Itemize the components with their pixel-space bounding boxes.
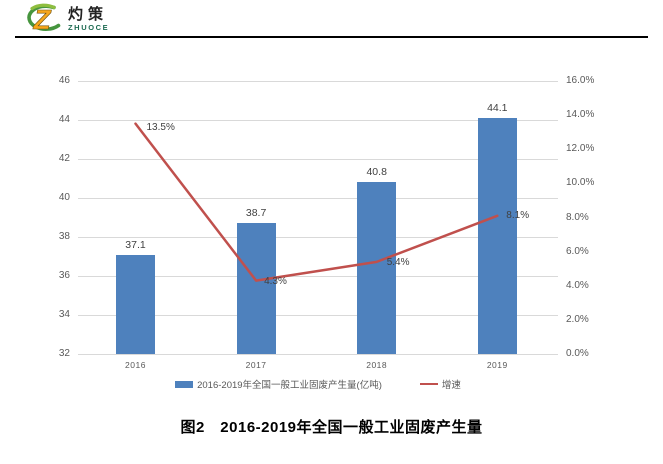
- logo-text-cn: 灼策: [68, 6, 109, 23]
- right-axis-tick: 0.0%: [566, 348, 589, 359]
- header-divider: [15, 36, 648, 38]
- right-axis-tick: 10.0%: [566, 177, 595, 189]
- legend-line-swatch-icon: [419, 382, 438, 386]
- chart-legend: 2016-2019年全国一般工业固废产生量(亿吨) 增速: [78, 377, 558, 391]
- right-axis-tick: 12.0%: [566, 143, 595, 155]
- left-axis-tick: 36: [58, 270, 70, 281]
- rate-label: 8.1%: [506, 209, 530, 221]
- left-axis-tick: 40: [58, 192, 70, 203]
- rate-label: 5.4%: [386, 256, 410, 268]
- figure-caption: 图2 2016-2019年全国一般工业固废产生量: [180, 419, 483, 436]
- bar-value-label: 44.1: [487, 102, 508, 115]
- left-axis-tick: 38: [58, 231, 70, 242]
- logo-z-icon: Z: [27, 3, 61, 35]
- left-axis-tick: 46: [58, 75, 70, 86]
- right-axis-tick: 6.0%: [566, 245, 589, 257]
- bar-2019: [477, 118, 517, 354]
- bar-value-label: 40.8: [366, 166, 387, 179]
- rate-label: 13.5%: [146, 121, 175, 133]
- rate-label: 4.3%: [264, 275, 287, 287]
- bar-2016: [116, 254, 155, 354]
- gridline: [78, 119, 558, 121]
- left-axis-tick: 42: [58, 153, 70, 164]
- legend-item-bars: 2016-2019年全国一般工业固废产生量(亿吨): [175, 377, 382, 391]
- logo: Z 灼策 ZHUOCE: [20, 2, 109, 36]
- left-axis-tick: 34: [58, 309, 70, 320]
- left-axis-tick: 44: [58, 114, 70, 125]
- x-axis-label: 2019: [486, 360, 508, 370]
- left-axis-tick: 32: [58, 348, 70, 359]
- x-axis-label: 2018: [366, 360, 388, 370]
- legend-line-label: 增速: [441, 380, 461, 391]
- x-axis-label: 2016: [125, 360, 146, 370]
- bar-2017: [236, 223, 276, 354]
- logo-text: 灼策 ZHUOCE: [68, 6, 109, 32]
- legend-item-line: 增速: [419, 377, 461, 391]
- bar-2018: [357, 182, 397, 354]
- right-axis-tick: 8.0%: [566, 211, 589, 223]
- legend-bar-swatch-icon: [175, 380, 194, 388]
- right-axis-tick: 2.0%: [566, 313, 589, 325]
- gridline: [78, 80, 558, 82]
- bar-value-label: 38.7: [245, 207, 267, 220]
- x-axis-label: 2017: [245, 360, 267, 370]
- bar-value-label: 37.1: [125, 238, 146, 251]
- right-axis-tick: 16.0%: [566, 75, 595, 86]
- legend-bar-label: 2016-2019年全国一般工业固废产生量(亿吨): [197, 380, 382, 391]
- right-axis-tick: 14.0%: [566, 109, 595, 121]
- gridline: [78, 314, 558, 316]
- right-axis-tick: 4.0%: [566, 279, 589, 291]
- logo-text-en: ZHUOCE: [68, 23, 110, 32]
- svg-text:Z: Z: [32, 4, 51, 35]
- gridline: [78, 353, 558, 355]
